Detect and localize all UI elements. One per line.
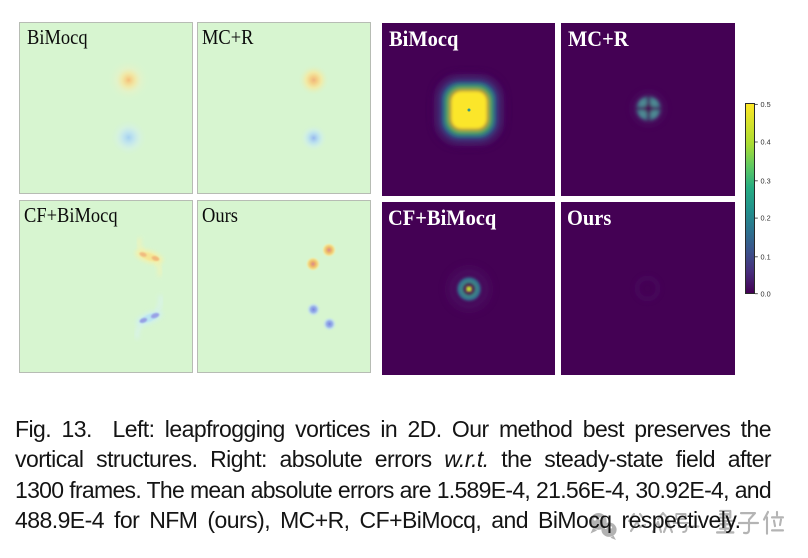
svg-text:0.4: 0.4: [761, 138, 771, 147]
svg-text:0.3: 0.3: [761, 176, 771, 185]
svg-text:0.2: 0.2: [761, 214, 771, 223]
svg-text:0.1: 0.1: [761, 252, 771, 261]
svg-text:0.5: 0.5: [761, 100, 771, 109]
svg-text:0.0: 0.0: [761, 289, 771, 298]
